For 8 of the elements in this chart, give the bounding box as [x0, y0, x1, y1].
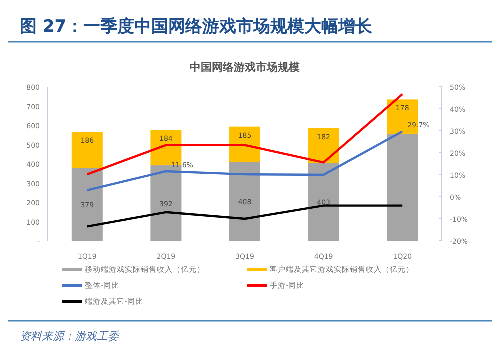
bar [387, 134, 418, 241]
annotation: 资料来源：游戏工委 [20, 330, 119, 343]
bar [72, 132, 103, 168]
title: 图 27：一季度中国网络游戏市场规模大幅增长 [20, 17, 373, 37]
bar [230, 162, 260, 241]
bar [308, 163, 340, 241]
bar [72, 168, 103, 241]
subtitle: 中国网络游戏市场规模 [190, 61, 300, 74]
